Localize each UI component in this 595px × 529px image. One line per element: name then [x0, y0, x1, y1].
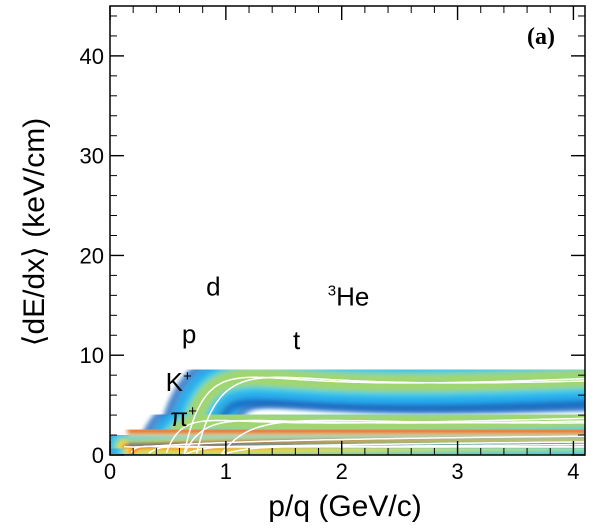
label-d: d [206, 271, 220, 301]
label-he4: 4He [266, 162, 308, 192]
y-tick-label: 30 [80, 144, 104, 169]
label-he3: 3He [328, 281, 370, 311]
label-li6: 6Li [395, 82, 424, 112]
x-axis-title: p/q (GeV/c) [268, 490, 421, 523]
plot-frame [109, 5, 586, 456]
label-k+: K+ [166, 367, 192, 397]
panel-label: (a) [527, 24, 555, 50]
x-tick-label: 3 [451, 459, 463, 484]
curve-he4 [183, 419, 585, 455]
y-tick-label: 40 [80, 44, 104, 69]
x-tick-label: 4 [567, 459, 579, 484]
x-tick-label: 1 [220, 459, 232, 484]
y-tick-label: 20 [80, 243, 104, 268]
y-tick-label: 0 [92, 443, 104, 468]
expected-curves [123, 376, 585, 455]
curve-t [221, 445, 585, 455]
curve-li7 [195, 376, 585, 454]
curve-π+ [123, 435, 585, 448]
x-tick-label: 0 [104, 459, 116, 484]
label-he6: 6He [335, 162, 377, 192]
curve-li6 [183, 376, 585, 454]
y-axis-title: ⟨dE/dx⟩ (keV/cm) [18, 118, 51, 346]
x-tick-label: 2 [336, 459, 348, 484]
curve-he6 [220, 419, 585, 455]
label-π+: π+ [170, 402, 197, 432]
y-tick-label: 10 [80, 343, 104, 368]
label-t: t [293, 325, 301, 355]
particle-labels: π+ K+ pd t 3He 4He 6He 6Li 7Li [166, 37, 424, 432]
label-li7: 7Li [371, 37, 400, 67]
label-p: p [182, 319, 196, 349]
